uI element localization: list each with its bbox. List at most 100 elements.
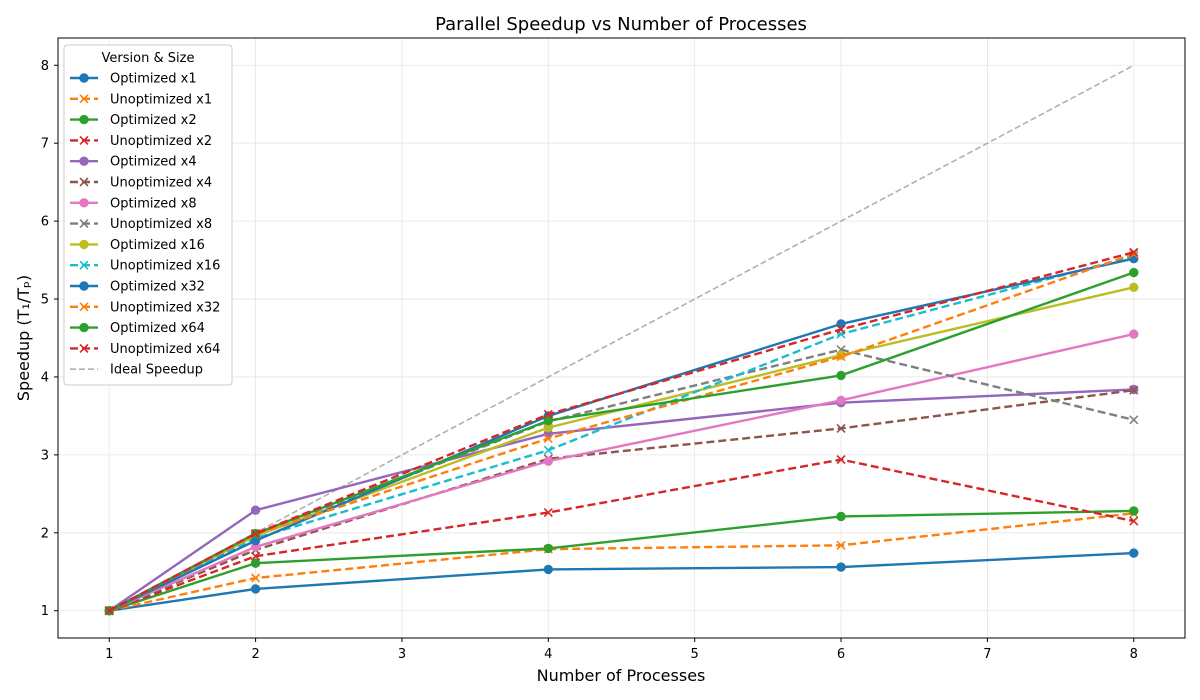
series-line [108,389,1134,612]
data-point [1129,385,1139,395]
legend-marker [79,156,89,166]
legend-item: Optimized x32 [70,280,205,295]
data-point [1129,267,1139,278]
series-line [108,255,1135,612]
x-tick-label: 4 [544,647,552,662]
legend-item: Optimized x16 [70,238,205,253]
x-tick-label: 1 [105,647,113,662]
legend-marker [79,114,89,125]
marker-stroke [836,324,846,334]
x-tick-label: 6 [837,647,845,662]
series-optimized-x8 [104,329,1139,616]
marker-stroke [104,606,114,616]
legend-label: Unoptimized x8 [110,217,212,232]
grid-layer [58,38,1185,638]
data-point [1129,247,1139,257]
legend-label: Optimized x1 [110,72,197,87]
data-point [543,445,553,455]
series-line [108,257,1135,612]
data-point [836,454,846,465]
legend-label: Optimized x64 [110,321,205,336]
data-point [543,415,554,426]
series-line [108,252,1135,612]
series-unoptimized-x8 [104,345,1139,616]
legend-label: Optimized x8 [110,196,197,211]
marker-stroke [1129,516,1139,526]
legend-label: Optimized x2 [110,113,197,128]
legend-item: Optimized x4 [70,155,197,170]
data-point [250,558,261,568]
y-tick-label: 3 [41,448,49,463]
marker-stroke [1129,385,1139,395]
marker-stroke [251,529,261,539]
ideal-layer [108,64,1135,612]
series-unoptimized-x64 [104,247,1139,616]
marker-stroke [836,454,846,465]
data-point [543,409,553,419]
data-point [104,606,114,616]
data-point [543,456,554,466]
ticks-layer: 1 2 3 4 5 6 7 8 1 2 3 4 5 6 7 8 [41,59,1138,662]
data-point [836,511,846,522]
series-optimized-x4 [104,384,1139,616]
data-point [250,584,261,594]
marker-stroke [836,540,846,550]
legend-item: Unoptimized x16 [70,259,220,274]
legend-item: Optimized x1 [70,72,197,87]
data-point [1129,249,1139,259]
data-point [836,352,846,362]
data-point [1129,506,1139,516]
ideal-speedup-line [108,64,1135,612]
marker-stroke [543,445,553,455]
series-optimized-x16 [104,282,1139,616]
legend-label: Unoptimized x64 [110,342,220,357]
x-tick-label: 8 [1130,647,1138,662]
legend-marker [79,322,89,333]
data-point [836,395,846,406]
legend-label: Optimized x32 [110,280,205,295]
y-tick-label: 6 [41,215,49,230]
x-axis-label: Number of Processes [537,666,706,685]
x-tick-label: 5 [691,647,699,662]
data-point [250,505,261,515]
data-point [836,319,846,329]
data-point [1129,415,1139,425]
data-point [836,423,846,433]
marker-stroke [79,260,89,270]
legend-item: Ideal Speedup [70,363,203,378]
data-point [543,433,553,444]
marker-stroke [543,433,553,444]
legend-box [63,44,233,386]
marker-stroke [79,177,89,187]
x-tick-label: 7 [983,647,991,662]
data-point [836,324,846,334]
series-line [108,348,1135,612]
data-point [543,507,553,518]
legend-label: Unoptimized x16 [110,259,220,274]
data-point [836,562,846,572]
plot-area-frame [57,37,1186,639]
legend-item: Unoptimized x64 [70,342,220,357]
legend-item: Optimized x8 [70,196,197,211]
marker-stroke [79,302,89,312]
y-tick-label: 8 [41,59,49,74]
legend-marker [79,94,89,104]
x-tick-label: 2 [251,647,259,662]
legend-item: Optimized x2 [70,113,197,128]
data-point [1129,329,1139,339]
data-point [1129,548,1139,558]
series-layer [104,247,1139,616]
y-tick-label: 4 [41,370,49,385]
marker-stroke [79,94,89,104]
legend-item: Unoptimized x2 [70,134,212,149]
y-axis-label: Speedup (T₁/Tₚ) [14,275,33,401]
series-optimized-x1 [104,548,1139,616]
marker-stroke [251,573,261,583]
marker-stroke [836,352,846,362]
marker-stroke [1129,247,1139,257]
legend-label: Unoptimized x4 [110,176,212,191]
marker-stroke [543,409,553,419]
data-point [543,564,554,575]
